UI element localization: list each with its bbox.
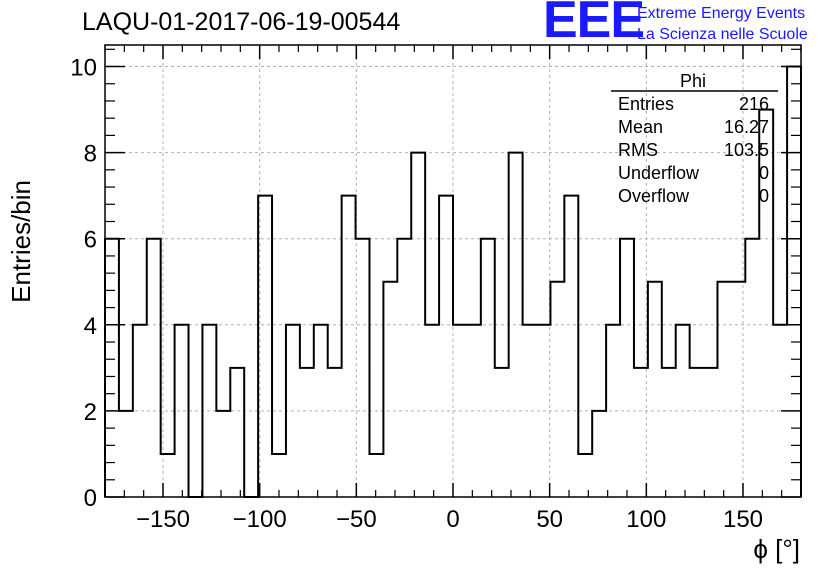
- x-tick-label: 50: [536, 506, 563, 533]
- y-axis-label: Entries/bin: [6, 180, 36, 303]
- histogram-bin: [662, 368, 676, 497]
- histogram-bin: [704, 368, 718, 497]
- brand-line-2: La Scienza nelle Scuole: [637, 26, 808, 43]
- histogram-bin: [328, 368, 342, 497]
- histogram-bin: [550, 282, 564, 497]
- y-tick-label: 8: [84, 141, 97, 168]
- histogram-bin: [286, 325, 300, 497]
- tick-labels: −150 −100 −50 0 50 100 150 0 2 4 6 8 10: [70, 55, 763, 533]
- y-tick-label: 0: [84, 485, 97, 512]
- histogram-bin: [592, 411, 606, 497]
- histogram-bin: [397, 239, 411, 497]
- y-tick-label: 2: [84, 399, 97, 426]
- histogram-bin: [133, 325, 147, 497]
- brand-line-1: Extreme Energy Events: [637, 5, 806, 22]
- x-axis-label: ϕ [°]: [753, 534, 800, 564]
- histogram-bin: [690, 368, 704, 497]
- histogram-bin: [787, 67, 801, 497]
- histogram-bin: [300, 368, 314, 497]
- x-tick-label: 100: [626, 506, 666, 533]
- stats-overflow-label: Overflow: [618, 186, 690, 206]
- histogram-bin: [230, 368, 244, 497]
- y-tick-label: 6: [84, 227, 97, 254]
- histogram-bin: [523, 325, 537, 497]
- y-tick-label: 4: [84, 313, 97, 340]
- histogram-bin: [537, 325, 551, 497]
- histogram-bin: [745, 239, 759, 497]
- stats-mean-label: Mean: [618, 117, 663, 137]
- histogram-bin: [439, 196, 453, 497]
- x-tick-label: 150: [723, 506, 763, 533]
- histogram-bin: [606, 325, 620, 497]
- histogram-bin: [369, 454, 383, 497]
- x-tick-label: 0: [446, 506, 459, 533]
- histogram-bin: [383, 282, 397, 497]
- stats-entries-label: Entries: [618, 94, 674, 114]
- histogram-bin: [495, 368, 509, 497]
- histogram-bin: [634, 368, 648, 497]
- y-tick-label: 10: [70, 55, 97, 82]
- histogram-bin: [481, 239, 495, 497]
- histogram-bin: [119, 411, 133, 497]
- stats-overflow-value: 0: [759, 186, 769, 206]
- stats-box: Phi Entries 216 Mean 16.27 RMS 103.5 Und…: [611, 71, 778, 206]
- histogram-bin: [509, 153, 523, 497]
- stats-rms-label: RMS: [618, 140, 658, 160]
- histogram-bin: [676, 325, 690, 497]
- histogram-bin: [356, 239, 370, 497]
- histogram-bin: [564, 196, 578, 497]
- histogram-bin: [717, 282, 731, 497]
- stats-underflow-value: 0: [759, 163, 769, 183]
- histogram-bin: [411, 153, 425, 497]
- axis-ticks: [104, 45, 802, 498]
- x-tick-label: −150: [136, 506, 190, 533]
- histogram-bin: [216, 411, 230, 497]
- histogram-bin: [147, 239, 161, 497]
- histogram-bin: [731, 282, 745, 497]
- histogram-bin: [105, 239, 119, 497]
- stats-entries-value: 216: [739, 94, 769, 114]
- stats-underflow-label: Underflow: [618, 163, 700, 183]
- run-title: LAQU-01-2017-06-19-00544: [82, 8, 401, 36]
- stats-title: Phi: [680, 71, 706, 91]
- eee-logo: EEE: [543, 0, 645, 49]
- histogram-bin: [467, 325, 481, 497]
- histogram-bin: [258, 196, 272, 497]
- histogram-bin: [202, 325, 216, 497]
- histogram-bin: [342, 196, 356, 497]
- stats-mean-value: 16.27: [724, 117, 769, 137]
- histogram-bin: [578, 454, 592, 497]
- histogram-bin: [425, 325, 439, 497]
- histogram-outline: [104, 65, 802, 498]
- x-tick-label: −100: [233, 506, 287, 533]
- histogram-bin: [175, 325, 189, 497]
- histogram-bin: [648, 282, 662, 497]
- histogram-bin: [453, 325, 467, 497]
- x-tick-label: −50: [336, 506, 377, 533]
- histogram-bin: [314, 325, 328, 497]
- stats-rms-value: 103.5: [724, 140, 769, 160]
- histogram-bin: [620, 239, 634, 497]
